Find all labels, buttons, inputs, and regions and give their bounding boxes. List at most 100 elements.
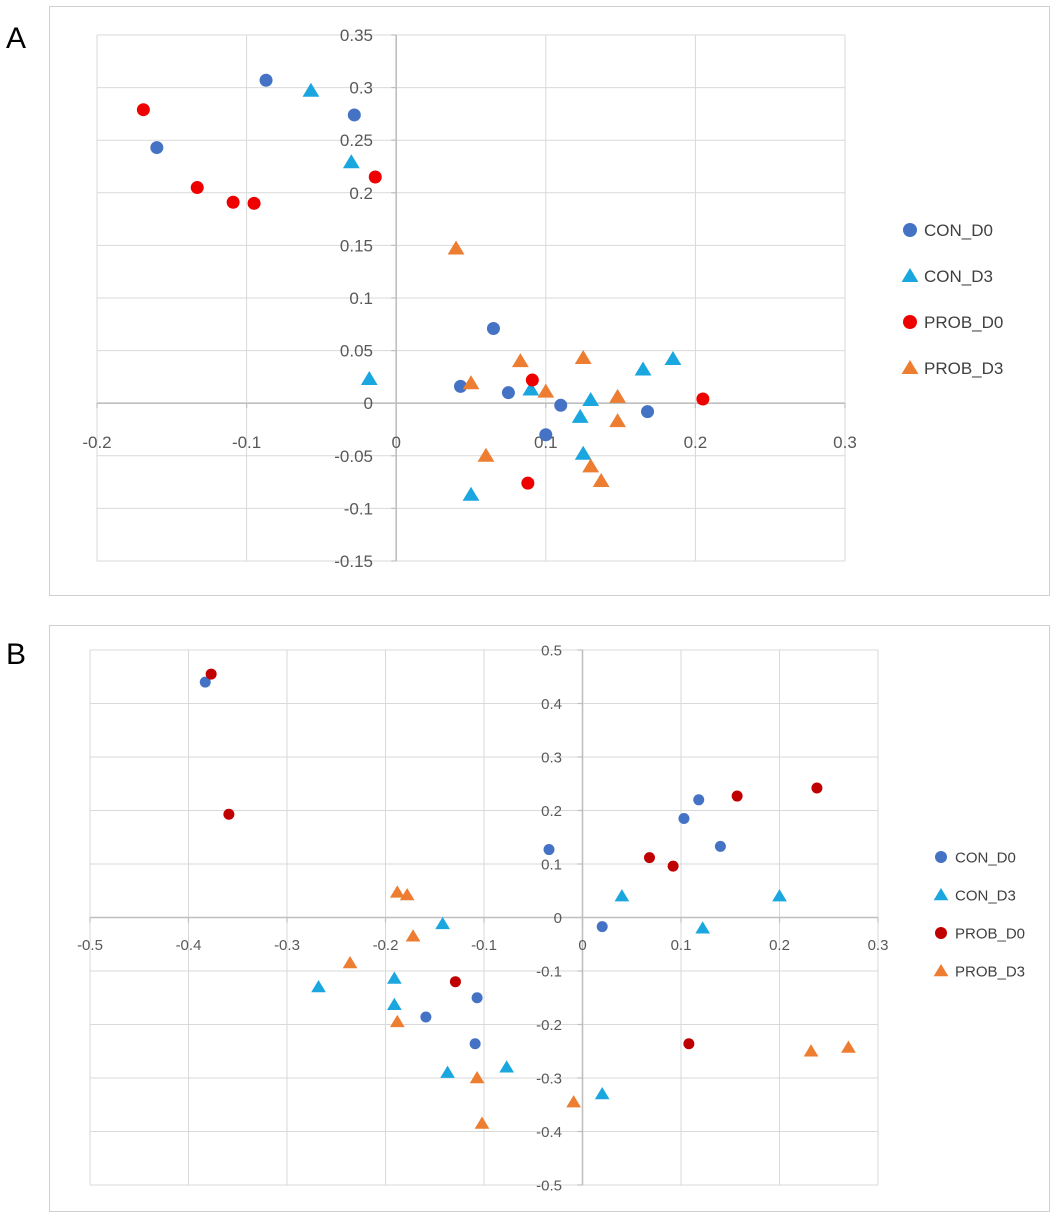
y-tick-label: -0.3 <box>536 1070 562 1087</box>
data-point <box>259 73 273 87</box>
legend-label: PROB_D0 <box>955 925 1025 942</box>
y-tick-label: 0.5 <box>541 642 562 659</box>
data-point <box>405 929 421 942</box>
data-point <box>566 1095 581 1108</box>
x-tick-label: -0.4 <box>176 937 202 954</box>
y-tick-label: 0 <box>364 394 373 413</box>
data-point <box>199 676 211 688</box>
data-point <box>811 782 823 794</box>
panel-label-a: A <box>6 22 27 55</box>
data-point <box>486 322 500 336</box>
y-tick-label: 0.2 <box>541 803 562 820</box>
x-tick-label: 0.2 <box>769 937 790 954</box>
data-point <box>714 840 726 852</box>
data-point <box>469 1038 481 1050</box>
chart-a-frame <box>49 6 1050 596</box>
y-tick-label: 0.4 <box>541 696 562 713</box>
data-point <box>539 428 553 442</box>
y-tick-label: 0.3 <box>349 79 373 98</box>
x-tick-label: 0.3 <box>833 433 857 452</box>
data-point <box>449 976 461 988</box>
gridlines-a <box>96 34 846 562</box>
y-tick-label: 0 <box>554 910 562 927</box>
data-point <box>582 392 600 407</box>
data-point <box>594 1087 610 1100</box>
y-tick-label: -0.15 <box>334 552 373 571</box>
chart-b: -0.5 -0.4 -0.3 -0.2 -0.1 0 0.1 0.2 0.3 0.5 0.4 0.3 0… <box>77 642 1025 1194</box>
data-point <box>609 388 627 403</box>
y-tick-label: -0.2 <box>536 1017 562 1034</box>
data-point <box>311 980 326 993</box>
data-point <box>387 971 402 984</box>
data-point <box>420 1011 432 1023</box>
data-point <box>511 353 529 368</box>
y-tick-label: -0.5 <box>536 1177 562 1194</box>
data-point <box>360 371 378 386</box>
data-point <box>634 361 652 376</box>
legend-marker <box>933 888 949 901</box>
data-point <box>226 195 240 209</box>
legend-marker <box>935 851 947 863</box>
x-tick-label: -0.5 <box>77 937 103 954</box>
y-tick-label: 0.25 <box>340 131 373 150</box>
data-point <box>477 447 495 462</box>
x-tick-label: 0 <box>391 433 400 452</box>
data-point <box>614 889 630 902</box>
data-point <box>462 375 480 390</box>
legend-marker <box>933 964 949 977</box>
chart-b-frame <box>49 625 1050 1212</box>
tick-labels-a: -0.2 -0.1 0 0.1 0.2 0.3 0.35 0.3 0.25 0.2 0.15 0.1 0… <box>82 26 856 571</box>
data-point <box>190 181 204 195</box>
y-tick-label: 0.2 <box>349 184 373 203</box>
series-prob-d3-a <box>447 240 627 488</box>
data-point <box>641 405 655 419</box>
data-point <box>574 445 592 460</box>
data-point <box>247 196 261 210</box>
data-point <box>462 486 480 501</box>
x-tick-label: 0.3 <box>868 937 889 954</box>
legend-a: CON_D0 CON_D3 PROB_D0 PROB_D3 <box>901 221 1003 378</box>
data-point <box>223 808 235 820</box>
data-point <box>667 860 679 872</box>
data-point <box>342 955 358 969</box>
legend-b: CON_D0 CON_D3 PROB_D0 PROB_D3 <box>933 849 1025 980</box>
data-point <box>368 170 382 184</box>
data-point <box>683 1038 695 1050</box>
legend-label: CON_D0 <box>955 849 1016 866</box>
data-point <box>471 992 483 1004</box>
legend-marker <box>901 360 919 374</box>
legend-marker <box>901 268 919 282</box>
data-point <box>150 141 164 155</box>
y-tick-label: 0.05 <box>340 342 373 361</box>
legend-label: PROB_D3 <box>924 359 1003 378</box>
data-point <box>435 916 450 930</box>
data-point <box>447 240 465 255</box>
data-point <box>592 473 610 488</box>
data-point <box>136 103 150 117</box>
x-tick-label: -0.2 <box>82 433 111 452</box>
data-point <box>543 844 555 856</box>
data-point <box>454 379 468 393</box>
series-prob-d3-b <box>342 885 856 1129</box>
data-point <box>522 381 540 396</box>
data-point <box>440 1065 455 1078</box>
legend-label: PROB_D3 <box>955 963 1025 980</box>
y-tick-label: -0.1 <box>536 963 562 980</box>
y-tick-label: 0.35 <box>340 26 373 45</box>
data-point <box>399 888 415 901</box>
series-prob-d0-b <box>205 668 823 1050</box>
x-tick-label: 0 <box>578 937 586 954</box>
data-point <box>342 154 360 169</box>
data-point <box>772 889 787 902</box>
data-point <box>387 997 402 1010</box>
series-con-d3-b <box>311 889 787 1100</box>
data-point <box>389 885 405 898</box>
series-con-d0-b <box>199 676 726 1050</box>
data-point <box>537 383 555 398</box>
series-con-d3-a <box>302 82 682 501</box>
x-tick-label: -0.1 <box>232 433 261 452</box>
data-point <box>469 1071 485 1084</box>
data-point <box>696 392 710 406</box>
data-point <box>574 349 592 364</box>
data-point <box>695 921 711 934</box>
